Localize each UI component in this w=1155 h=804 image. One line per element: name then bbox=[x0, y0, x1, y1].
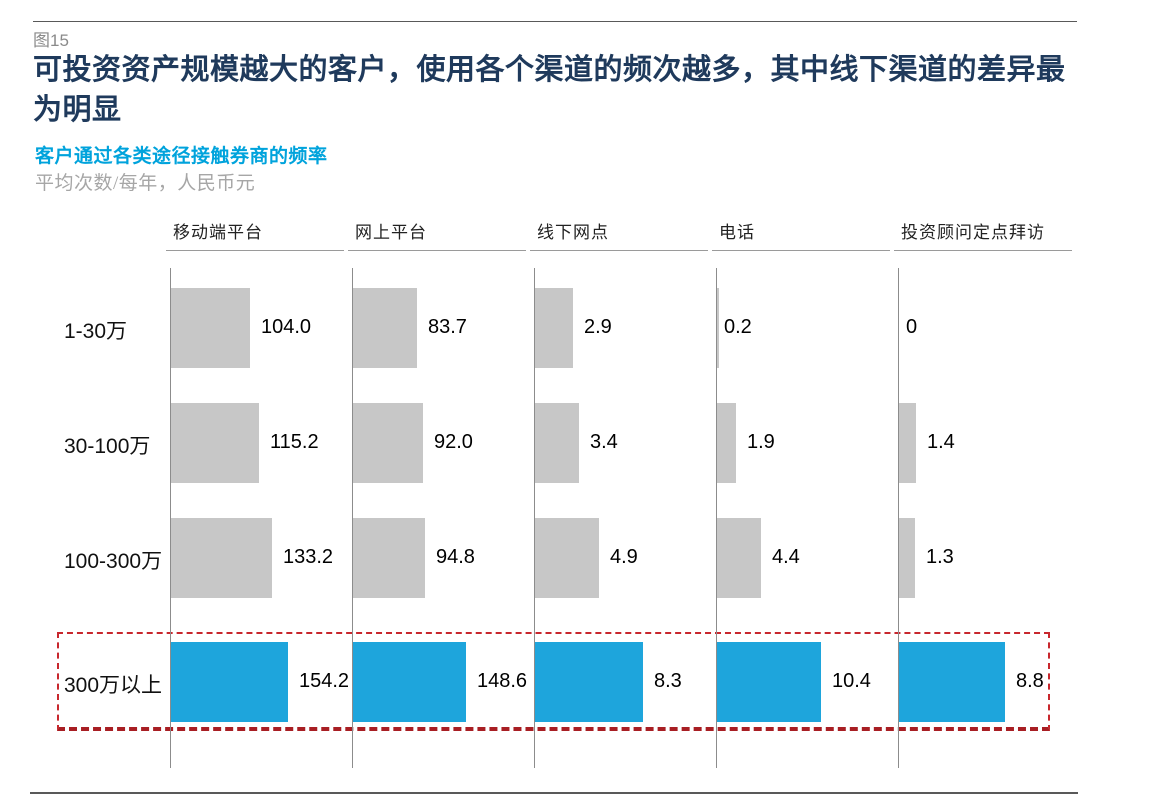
bar-value-label: 154.2 bbox=[299, 670, 350, 692]
column-header-underline bbox=[712, 250, 890, 251]
axis-line bbox=[716, 268, 717, 768]
bar-value-label: 8.3 bbox=[654, 670, 682, 692]
bottom-rule bbox=[30, 792, 1078, 794]
bar bbox=[353, 518, 425, 598]
top-rule bbox=[33, 21, 1077, 22]
row-label: 100-300万 bbox=[64, 550, 163, 573]
bar-value-label: 115.2 bbox=[270, 431, 319, 453]
row-label: 300万以上 bbox=[64, 674, 163, 697]
bar bbox=[535, 288, 573, 368]
column-header-underline bbox=[894, 250, 1072, 251]
highlighted-bar bbox=[171, 642, 288, 722]
bar bbox=[171, 288, 250, 368]
bar bbox=[899, 518, 915, 598]
bar-value-label: 4.4 bbox=[772, 546, 800, 568]
highlighted-bar bbox=[899, 642, 1005, 722]
axis-line bbox=[352, 268, 353, 768]
row-label: 1-30万 bbox=[64, 320, 128, 343]
bar-value-label: 104.0 bbox=[261, 316, 312, 338]
bar bbox=[535, 518, 599, 598]
bar-value-label: 8.8 bbox=[1016, 670, 1044, 692]
bar-value-label: 1.3 bbox=[926, 546, 954, 568]
bar-value-label: 0 bbox=[906, 316, 918, 338]
bar-value-label: 1.9 bbox=[747, 431, 775, 453]
page-title: 可投资资产规模越大的客户，使用各个渠道的频次越多，其中线下渠道的差异最 为明显 bbox=[33, 50, 1093, 130]
bar bbox=[899, 403, 916, 483]
bar bbox=[717, 288, 719, 368]
bar-value-label: 148.6 bbox=[477, 670, 528, 692]
chart-unit-label: 平均次数/每年，人民币元 bbox=[35, 173, 256, 194]
bar bbox=[353, 288, 417, 368]
highlighted-bar bbox=[353, 642, 466, 722]
highlighted-bar bbox=[717, 642, 821, 722]
bar-value-label: 0.2 bbox=[724, 316, 752, 338]
bar-value-label: 2.9 bbox=[584, 316, 612, 338]
column-header-underline bbox=[348, 250, 526, 251]
bar bbox=[717, 403, 736, 483]
page-title-line-2: 为明显 bbox=[33, 94, 122, 126]
bar-value-label: 83.7 bbox=[428, 316, 467, 338]
axis-line bbox=[534, 268, 535, 768]
bar-value-label: 1.4 bbox=[927, 431, 955, 453]
column-header: 线下网点 bbox=[537, 223, 609, 242]
bar bbox=[717, 518, 761, 598]
page-title-line-1: 可投资资产规模越大的客户，使用各个渠道的频次越多，其中线下渠道的差异最 bbox=[33, 54, 1066, 86]
bar bbox=[171, 403, 259, 483]
figure-number-label: 图15 bbox=[33, 31, 69, 50]
column-header-underline bbox=[530, 250, 708, 251]
axis-line bbox=[170, 268, 171, 768]
bar-value-label: 10.4 bbox=[832, 670, 871, 692]
bar bbox=[171, 518, 272, 598]
column-header: 网上平台 bbox=[355, 223, 427, 242]
bar bbox=[535, 403, 579, 483]
row-label: 30-100万 bbox=[64, 435, 151, 458]
bar-value-label: 133.2 bbox=[283, 546, 334, 568]
bar bbox=[353, 403, 423, 483]
column-header-underline bbox=[166, 250, 344, 251]
chart-title: 客户通过各类途径接触券商的频率 bbox=[35, 146, 328, 167]
bar-value-label: 92.0 bbox=[434, 431, 473, 453]
axis-line bbox=[898, 268, 899, 768]
bar-value-label: 94.8 bbox=[436, 546, 475, 568]
column-header: 投资顾问定点拜访 bbox=[901, 223, 1045, 242]
highlighted-bar bbox=[535, 642, 643, 722]
column-header: 移动端平台 bbox=[173, 223, 263, 242]
highlight-box bbox=[57, 632, 1050, 731]
column-header: 电话 bbox=[719, 223, 755, 242]
bar-value-label: 4.9 bbox=[610, 546, 638, 568]
bar-value-label: 3.4 bbox=[590, 431, 618, 453]
